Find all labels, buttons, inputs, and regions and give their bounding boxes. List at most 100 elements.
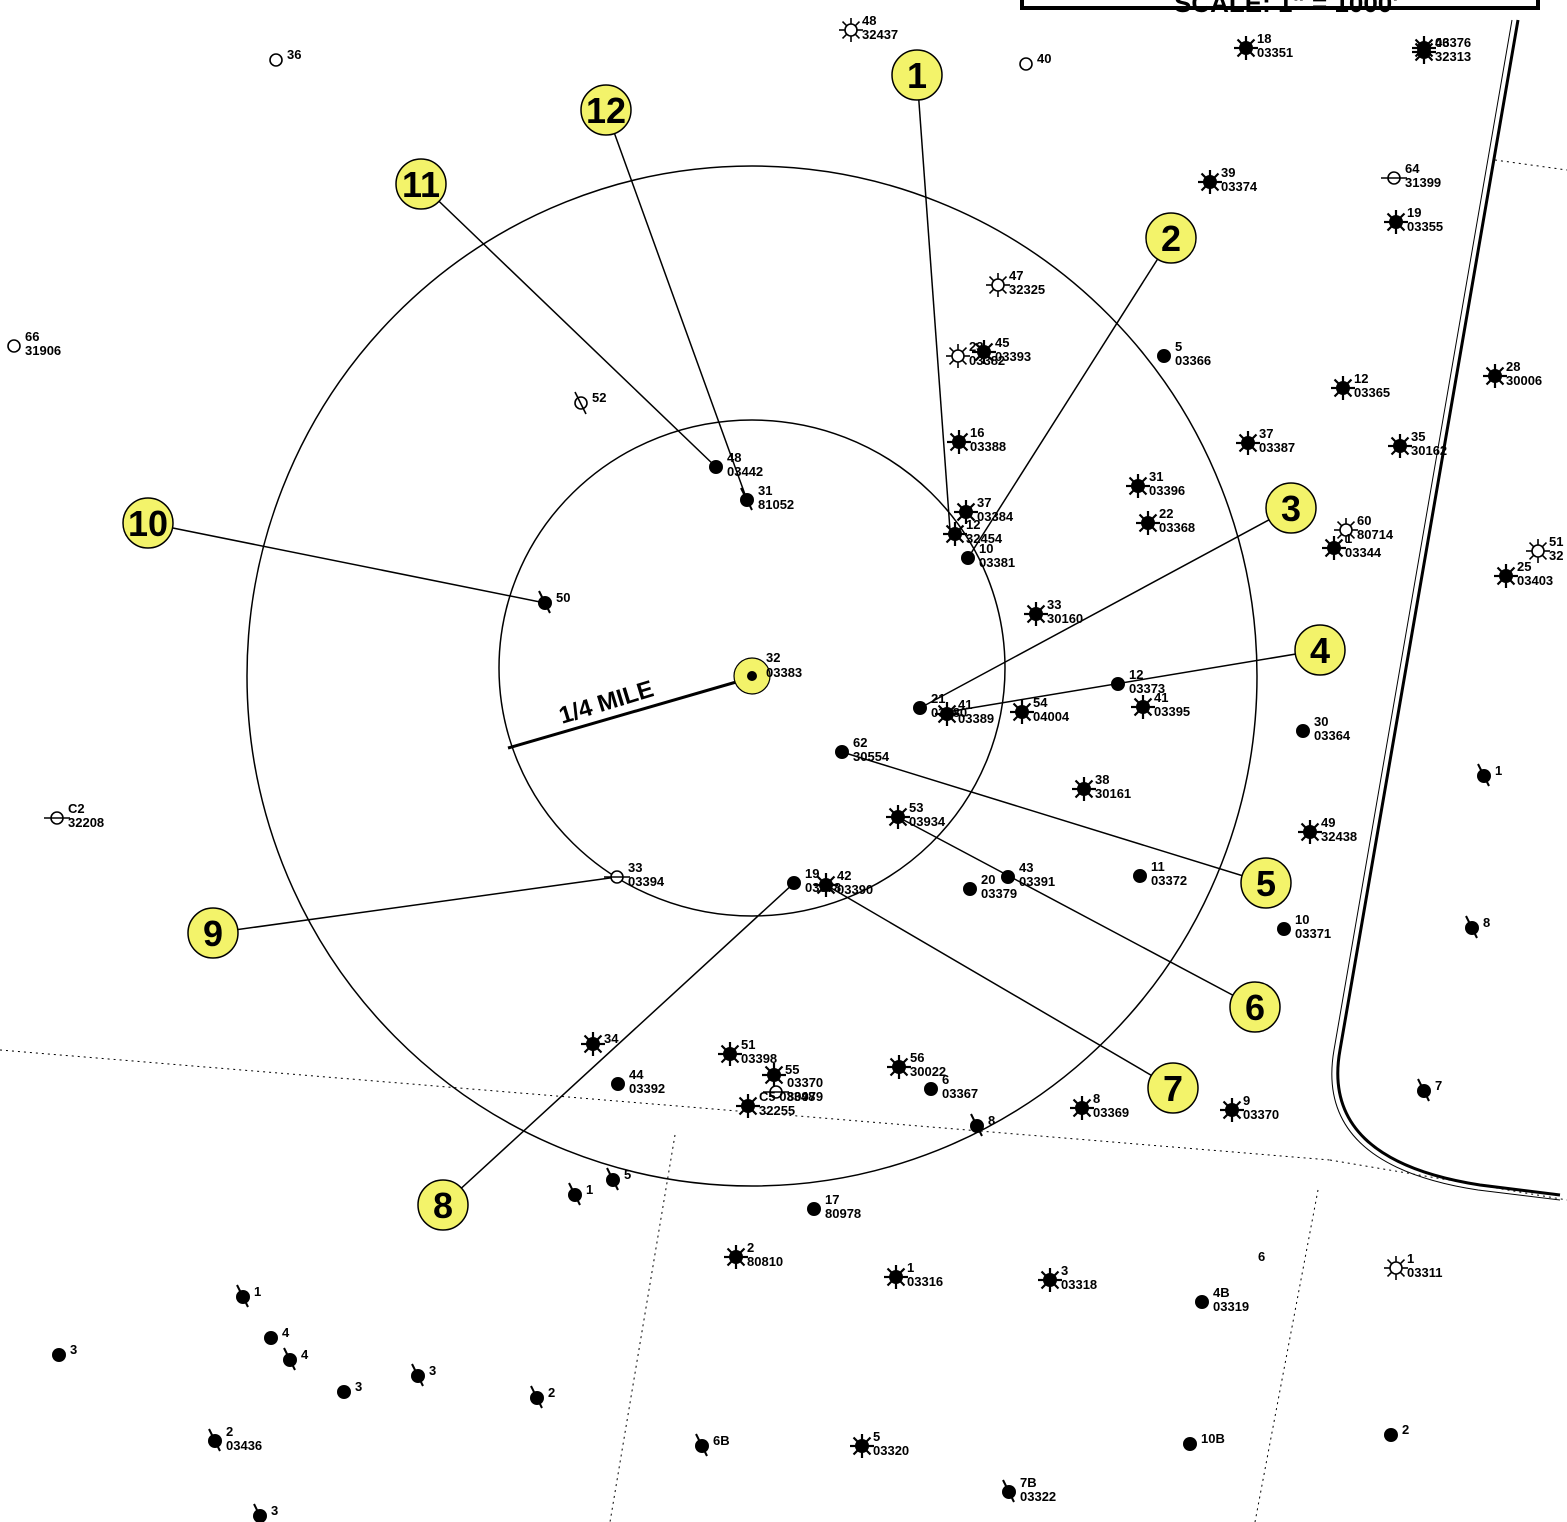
well-2-sw[interactable]: 2: [530, 1385, 555, 1409]
well-8-south[interactable]: 8: [970, 1113, 995, 1137]
well-3-far-w[interactable]: 3: [52, 1342, 77, 1362]
callout-3[interactable]: 3: [1265, 482, 1317, 534]
well-1-sw[interactable]: 1: [568, 1182, 593, 1206]
well-3a[interactable]: 3: [337, 1379, 362, 1399]
callout-8[interactable]: 8: [417, 1179, 469, 1231]
well-34[interactable]: 34: [581, 1031, 619, 1056]
well-50[interactable]: 50: [538, 590, 570, 614]
callout-1[interactable]: 1: [891, 49, 943, 101]
callout-6[interactable]: 6: [1229, 981, 1281, 1033]
callout-2[interactable]: 2: [1145, 212, 1197, 264]
well-6[interactable]: 6: [1258, 1249, 1265, 1264]
callout-10[interactable]: 10: [122, 497, 174, 549]
callout-4[interactable]: 4: [1294, 624, 1346, 676]
well-4a[interactable]: 4: [264, 1325, 290, 1345]
well-55[interactable]: 55: [762, 1062, 799, 1087]
center-well[interactable]: 32 03383: [733, 650, 802, 695]
well-4b[interactable]: 4: [283, 1347, 309, 1371]
well-52[interactable]: 52: [574, 390, 606, 415]
callout-11[interactable]: 11: [395, 158, 447, 210]
callout-9[interactable]: 9: [187, 907, 239, 959]
well-label: 8: [988, 1113, 995, 1128]
well-5-sw[interactable]: 5: [606, 1167, 631, 1191]
well-label: 03379: [981, 886, 1017, 901]
well-3-bottom[interactable]: 3: [253, 1503, 278, 1522]
well-7-east[interactable]: 7: [1417, 1078, 1442, 1102]
callout-12[interactable]: 12: [580, 84, 632, 136]
callout-7[interactable]: 7: [1147, 1062, 1199, 1114]
well-10B[interactable]: 10B: [1183, 1431, 1225, 1451]
callout-5[interactable]: 5: [1240, 857, 1292, 909]
well-2-se[interactable]: 2: [1384, 1422, 1409, 1442]
well-1-far-sw[interactable]: 1: [236, 1284, 261, 1308]
well-40[interactable]: 40: [1019, 51, 1051, 71]
well-1-east[interactable]: 1: [1477, 763, 1502, 787]
well-8-east[interactable]: 8: [1465, 915, 1490, 939]
well-3b[interactable]: 3: [411, 1363, 436, 1387]
well-6B[interactable]: 6B: [695, 1433, 730, 1457]
well-36[interactable]: 36: [269, 47, 301, 67]
